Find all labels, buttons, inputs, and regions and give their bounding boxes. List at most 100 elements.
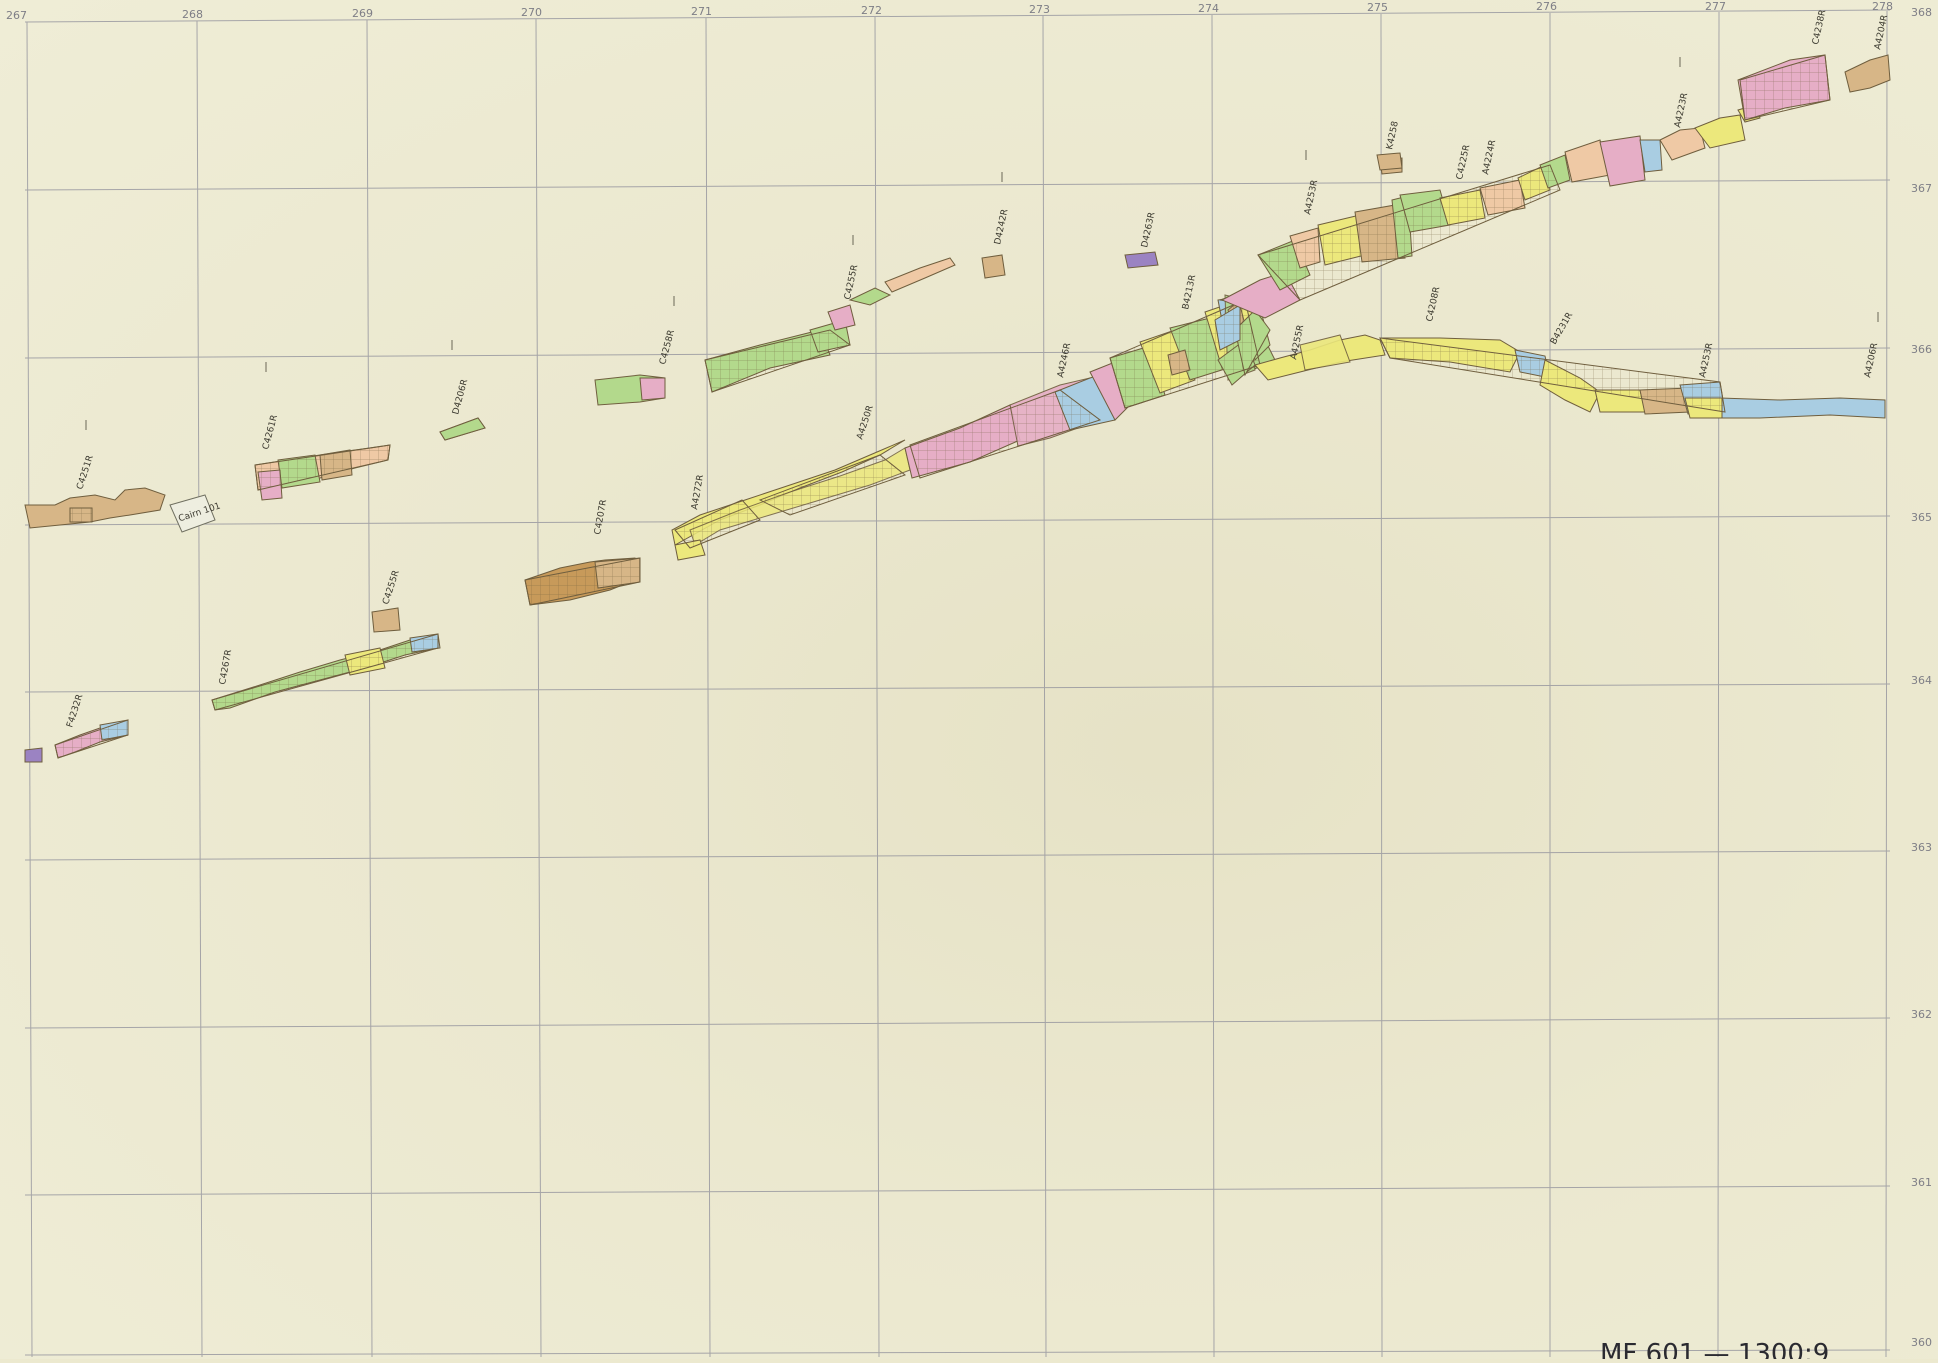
- x-tick: 271: [691, 5, 712, 18]
- claim-label: A4253R: [1698, 342, 1715, 379]
- label-leaders: [85, 57, 1879, 430]
- claim-band-lower: [1254, 334, 1886, 419]
- claim-parcel: [254, 444, 391, 491]
- claim-label: B4213R: [1181, 274, 1198, 311]
- y-tick: 365: [1911, 511, 1932, 524]
- claim-parcel: [69, 507, 93, 523]
- cairn-box: [169, 494, 216, 533]
- grid-vline: [874, 16, 880, 1358]
- claim-label: A4272R: [690, 474, 706, 511]
- claim-label: A4253R: [1303, 179, 1320, 216]
- claim-parcel: [704, 329, 852, 393]
- claim-parcel: [758, 454, 907, 516]
- grid-vline: [26, 21, 33, 1358]
- claim-parcel: [1376, 152, 1403, 171]
- x-tick: 274: [1198, 2, 1219, 15]
- x-axis-ticks: 267 268 269 270 271 272 273 274 275 276 …: [6, 0, 1893, 22]
- grid-vline: [196, 20, 203, 1358]
- claim-parcel: [827, 304, 856, 331]
- y-axis-ticks: 368 367 366 365 364 363 362 361 360: [1911, 6, 1932, 1349]
- grid-lines: [24, 9, 1891, 1358]
- claim-parcel: [1299, 334, 1351, 371]
- claim-parcel: [1109, 299, 1261, 409]
- x-tick: 267: [6, 9, 27, 22]
- claim-band-upper: [1220, 54, 1891, 319]
- claim-parcel: [1719, 397, 1886, 419]
- grid-hline: [24, 1017, 1891, 1029]
- grid-vline: [1211, 14, 1215, 1358]
- grid-hline: [24, 515, 1891, 526]
- claim-label: D4263R: [1140, 211, 1157, 248]
- claim-label: C4255R: [381, 569, 401, 606]
- claim-parcel: [848, 287, 892, 306]
- claim-label: D4206R: [451, 378, 470, 415]
- x-tick: 273: [1029, 3, 1050, 16]
- claim-label: C4225R: [1455, 144, 1472, 181]
- grid-vline: [1042, 15, 1047, 1358]
- claim-label: C4255R: [843, 264, 860, 301]
- x-tick: 278: [1872, 0, 1893, 13]
- grid-hline: [24, 179, 1891, 191]
- claim-label: C4267R: [218, 649, 234, 686]
- grid-vline: [366, 19, 373, 1358]
- claim-parcel: [1844, 54, 1891, 93]
- claim-parcel: [524, 557, 641, 606]
- y-tick: 368: [1911, 6, 1932, 19]
- x-tick: 268: [182, 8, 203, 21]
- claim-parcel: [674, 499, 761, 549]
- claim-parcel: [1694, 114, 1746, 149]
- claim-label: C4251R: [75, 454, 95, 491]
- claim-parcel: [909, 389, 1102, 479]
- claim-parcel: [1124, 251, 1159, 269]
- claim-parcel: [639, 377, 666, 401]
- claim-parcel: [1739, 54, 1831, 121]
- y-tick: 360: [1911, 1336, 1932, 1349]
- claim-label: C4207R: [593, 499, 609, 536]
- claim-parcel: [24, 747, 43, 763]
- x-tick: 269: [352, 7, 373, 20]
- x-tick: 277: [1705, 0, 1726, 13]
- claim-label: A4250R: [855, 404, 875, 441]
- claim-label: A4204R: [1873, 14, 1890, 51]
- cairn-marker: Cairn 101: [169, 494, 222, 533]
- claim-parcel: [884, 257, 956, 293]
- grid-vline: [535, 18, 542, 1358]
- claim-label: A4223R: [1673, 92, 1690, 129]
- y-tick: 361: [1911, 1176, 1932, 1189]
- x-tick: 276: [1536, 0, 1557, 13]
- grid-hline: [24, 1185, 1891, 1196]
- claim-parcel: [439, 417, 486, 441]
- claim-label: C4261R: [261, 414, 280, 451]
- claim-parcel: [1379, 337, 1726, 413]
- corner-annotation: MF 601 — 1300:9: [1600, 1339, 1829, 1359]
- claim-parcel: [54, 719, 129, 759]
- claim-parcel: [24, 487, 166, 529]
- claim-label: D4242R: [993, 208, 1010, 245]
- claim-parcel: [371, 607, 401, 633]
- y-tick: 364: [1911, 674, 1932, 687]
- y-tick: 366: [1911, 343, 1932, 356]
- grid-hline: [24, 347, 1891, 359]
- claim-label: C4208R: [1425, 286, 1442, 323]
- claim-band-main: [671, 284, 1276, 561]
- x-tick: 275: [1367, 1, 1388, 14]
- claim-parcel: [1257, 164, 1561, 301]
- grid-hline: [24, 1349, 1891, 1356]
- claim-parcel: [211, 633, 439, 711]
- claim-label: C4258R: [658, 329, 677, 366]
- grid-hline: [24, 850, 1891, 861]
- claim-label: B4231R: [1549, 311, 1575, 347]
- grid-hline: [24, 683, 1891, 693]
- claim-label: C4238R: [1811, 9, 1828, 46]
- grid-hline: [24, 9, 1891, 23]
- x-tick: 270: [521, 6, 542, 19]
- x-tick: 272: [861, 4, 882, 17]
- y-tick: 367: [1911, 182, 1932, 195]
- claim-label: A4206R: [1863, 342, 1880, 379]
- grid-vline: [705, 17, 711, 1358]
- claim-label: A4224R: [1481, 139, 1498, 176]
- y-tick: 363: [1911, 841, 1932, 854]
- claim-parcels-west: [24, 152, 1403, 763]
